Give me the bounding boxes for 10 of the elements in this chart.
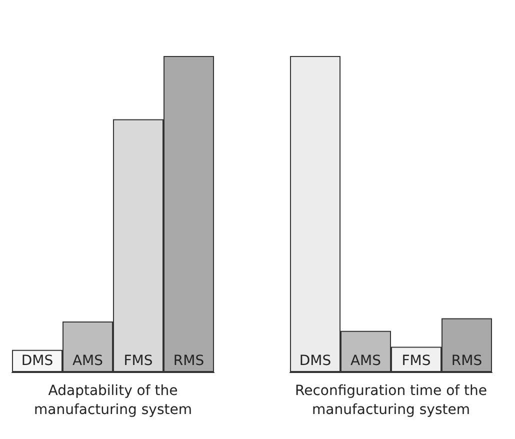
x-tick-label: DMS [21, 353, 54, 369]
x-axis-title: Reconfiguration time of the manufacturing system [294, 382, 488, 420]
x-tick-label: FMS [402, 353, 431, 369]
x-tick-label: RMS [173, 353, 204, 369]
x-tick-label: DMS [299, 353, 332, 369]
x-tick-label: AMS [72, 353, 104, 369]
x-tick-label: RMS [451, 353, 482, 369]
x-tick-label: FMS [124, 353, 153, 369]
x-tick-label: AMS [350, 353, 382, 369]
x-axis-title: Adaptability of the manufacturing system [33, 382, 193, 420]
